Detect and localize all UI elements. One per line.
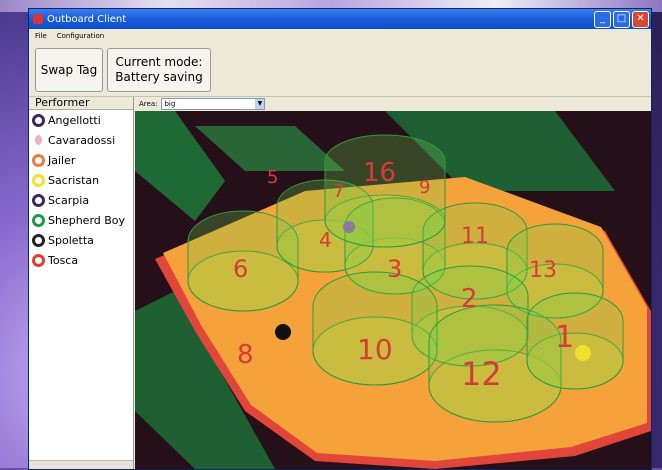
app-icon — [33, 14, 43, 24]
performer-label: Spoletta — [48, 233, 94, 247]
zone-label: 1 — [555, 320, 574, 355]
menu-configuration[interactable]: Configuration — [56, 31, 105, 40]
zone-label: 5 — [267, 167, 278, 188]
zone-label: 7 — [333, 181, 344, 202]
performer-item[interactable]: Shepherd Boy — [29, 210, 133, 230]
performer-header: Performer — [29, 97, 133, 110]
performer-label: Shepherd Boy — [48, 213, 126, 227]
performer-label: Tosca — [48, 253, 79, 267]
zone-label: 2 — [461, 284, 478, 314]
performer-item[interactable]: Angellotti — [29, 110, 133, 130]
zone-label: 3 — [387, 255, 402, 283]
zone-label: 6 — [233, 255, 248, 283]
performer-color-icon — [32, 173, 45, 187]
performer-marker-scarpia[interactable] — [343, 221, 355, 233]
performer-list: Performer Angellotti Cavaradossi Jailer Sac… — [29, 97, 134, 469]
swap-tag-button[interactable]: Swap Tag — [35, 48, 103, 92]
performer-color-icon — [32, 193, 45, 207]
maximize-button[interactable]: □ — [613, 10, 630, 28]
performer-color-icon — [32, 253, 45, 267]
stage-wall-back — [195, 126, 345, 171]
performer-item[interactable]: Tosca — [29, 250, 133, 270]
performer-label: Scarpia — [48, 193, 90, 207]
close-button[interactable]: ✕ — [632, 10, 649, 28]
zone-label: 12 — [461, 355, 502, 393]
horizontal-scrollbar[interactable] — [29, 460, 133, 469]
content-area: Performer Angellotti Cavaradossi Jailer Sac… — [29, 97, 651, 469]
chevron-down-icon[interactable]: ▼ — [255, 99, 265, 109]
area-value: big — [164, 100, 176, 108]
zone-label: 11 — [461, 224, 489, 249]
performer-color-icon — [35, 135, 42, 145]
performer-color-icon — [32, 213, 45, 227]
performer-item[interactable]: Spoletta — [29, 230, 133, 250]
menu-bar: File Configuration — [29, 29, 651, 42]
zone-label: 13 — [529, 258, 557, 283]
app-window: Outboard Client _ □ ✕ File Configuration… — [28, 8, 652, 470]
minimize-button[interactable]: _ — [594, 10, 611, 28]
zone-label: 4 — [319, 228, 332, 252]
menu-file[interactable]: File — [35, 31, 47, 40]
performer-marker-spoletta[interactable] — [275, 324, 291, 340]
performer-label: Sacristan — [48, 173, 100, 187]
performer-item[interactable]: Scarpia — [29, 190, 133, 210]
window-title: Outboard Client — [47, 13, 127, 25]
performer-color-icon — [32, 153, 45, 167]
performer-item[interactable]: Cavaradossi — [29, 130, 133, 150]
stage-wall-left — [135, 111, 225, 221]
title-bar[interactable]: Outboard Client _ □ ✕ — [29, 9, 651, 29]
area-select[interactable]: big ▼ — [161, 98, 266, 110]
performer-label: Angellotti — [48, 113, 101, 127]
performer-color-icon — [32, 233, 45, 247]
stage-wall-front — [135, 291, 275, 469]
area-label: Area: — [139, 100, 158, 108]
3d-viewport[interactable]: 16 9 7 5 11 4 13 6 3 2 1 8 10 12 — [135, 111, 651, 469]
area-bar: Area: big ▼ — [135, 97, 651, 111]
toolbar: Swap Tag Current mode: Battery saving — [29, 42, 651, 97]
zone-label: 8 — [237, 340, 254, 370]
performer-label: Cavaradossi — [48, 133, 116, 147]
zone-label: 10 — [357, 333, 393, 366]
performer-marker-sacristan[interactable] — [575, 345, 591, 361]
performer-item[interactable]: Jailer — [29, 150, 133, 170]
mode-label: Current mode: — [115, 55, 203, 69]
performer-item[interactable]: Sacristan — [29, 170, 133, 190]
current-mode-button[interactable]: Current mode: Battery saving — [107, 48, 211, 92]
zone-label: 16 — [363, 158, 396, 188]
performer-color-icon — [32, 113, 45, 127]
zone-label: 9 — [419, 177, 430, 198]
mode-value: Battery saving — [115, 70, 203, 84]
stage-wall-right — [385, 111, 615, 191]
performer-label: Jailer — [48, 153, 76, 167]
